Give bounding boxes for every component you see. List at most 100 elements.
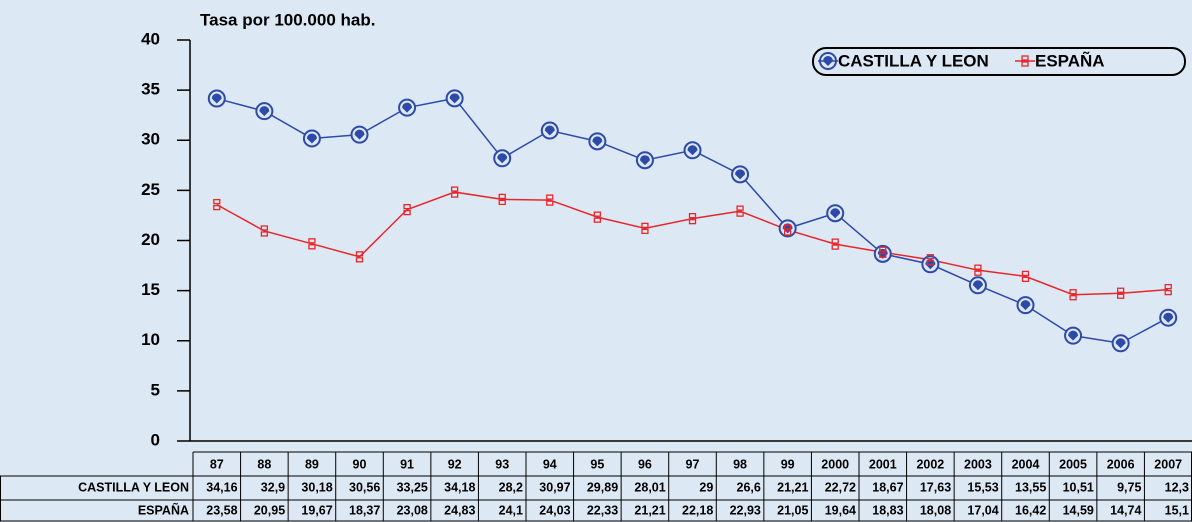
marker-inner [1163,312,1174,323]
marker-box [213,198,221,205]
marker [731,165,750,184]
legend-box [812,47,1186,76]
legend-label: ESPAÑA [1035,50,1105,70]
value-label: 22,93 [730,503,761,517]
x-tick-label: 98 [733,457,747,471]
value-label: 28,2 [499,480,523,494]
value-label: 24,03 [539,503,570,517]
y-tick-label: 0 [151,430,160,449]
marker [350,125,369,144]
value-label: 34,18 [444,480,475,494]
marker-box [641,222,649,229]
value-label: 18,08 [920,503,951,517]
marker-box [308,238,316,244]
marker-box [879,252,887,258]
marker [1016,296,1035,315]
marker [736,205,744,217]
marker-box [593,217,602,223]
x-tick-label: 99 [781,457,795,471]
marker-box [498,199,506,206]
marker [302,129,321,148]
x-tick-label: 94 [543,457,557,471]
x-tick-label: 89 [305,457,319,471]
x-tick-label: 96 [638,457,652,471]
marker [546,194,554,206]
y-tick-label: 10 [141,330,160,349]
marker [1116,287,1125,299]
marker-box [688,218,697,225]
marker-inner [544,125,555,136]
y-tick-label: 35 [141,80,160,99]
value-label: 34,16 [206,480,237,494]
value-label: 20,95 [254,503,285,517]
y-tick-label: 20 [141,230,160,249]
value-label: 33,25 [397,480,428,494]
marker [593,211,602,223]
marker-inner [592,136,603,147]
value-label: 26,6 [737,480,761,494]
marker-box [1021,270,1030,277]
marker-box [1021,276,1030,283]
marker [213,198,221,211]
marker [398,98,417,117]
marker [826,204,845,223]
marker [255,102,274,121]
marker-box [879,246,887,252]
marker-box [213,204,221,211]
value-label: 24,1 [499,503,523,517]
value-label: 22,33 [587,503,618,517]
x-tick-label: 90 [353,457,367,471]
marker-inner [830,208,841,219]
value-label: 16,42 [1015,503,1046,517]
marker-box [736,211,744,217]
marker-box [831,238,839,244]
x-tick-label: 2000 [821,457,849,471]
marker-box [1021,61,1029,67]
marker-box [260,225,269,231]
marker [207,89,226,108]
value-label: 12,3 [1165,480,1189,494]
y-tick-label: 5 [151,380,160,399]
marker-box [355,251,364,257]
marker-box [1116,287,1125,293]
marker-box [1164,289,1172,296]
row-label: ESPAÑA [138,502,189,517]
x-tick-label: 2006 [1107,457,1135,471]
series-line [216,191,1169,296]
row-label: CASTILLA Y LEON [78,480,189,494]
marker-box [450,186,459,192]
marker-box [783,230,792,236]
value-label: 22,18 [682,503,713,517]
marker-inner [639,155,650,166]
x-tick-label: 2007 [1154,457,1182,471]
marker-inner [259,106,270,117]
value-label: 18,67 [872,480,903,494]
marker [635,151,654,170]
marker [1021,55,1029,67]
marker-box [450,192,459,198]
value-label: 32,9 [261,480,285,494]
x-tick-label: 87 [210,457,224,471]
value-label: 29,89 [587,480,618,494]
marker [783,224,792,236]
x-tick-label: 97 [686,457,700,471]
value-label: 17,04 [967,503,998,517]
y-tick-label: 15 [141,280,160,299]
marker-inner [972,280,983,291]
marker [498,193,506,206]
value-label: 22,72 [825,480,856,494]
marker-inner [354,129,365,140]
value-label: 30,97 [539,480,570,494]
value-label: 23,58 [206,503,237,517]
marker [683,141,702,160]
marker [445,89,464,108]
marker-box [403,203,411,210]
marker [641,222,649,235]
value-label: 21,21 [777,480,808,494]
x-tick-label: 93 [495,457,509,471]
value-label: 9,75 [1117,480,1141,494]
marker-box [926,254,935,260]
marker-inner [306,133,317,144]
marker [355,251,364,263]
